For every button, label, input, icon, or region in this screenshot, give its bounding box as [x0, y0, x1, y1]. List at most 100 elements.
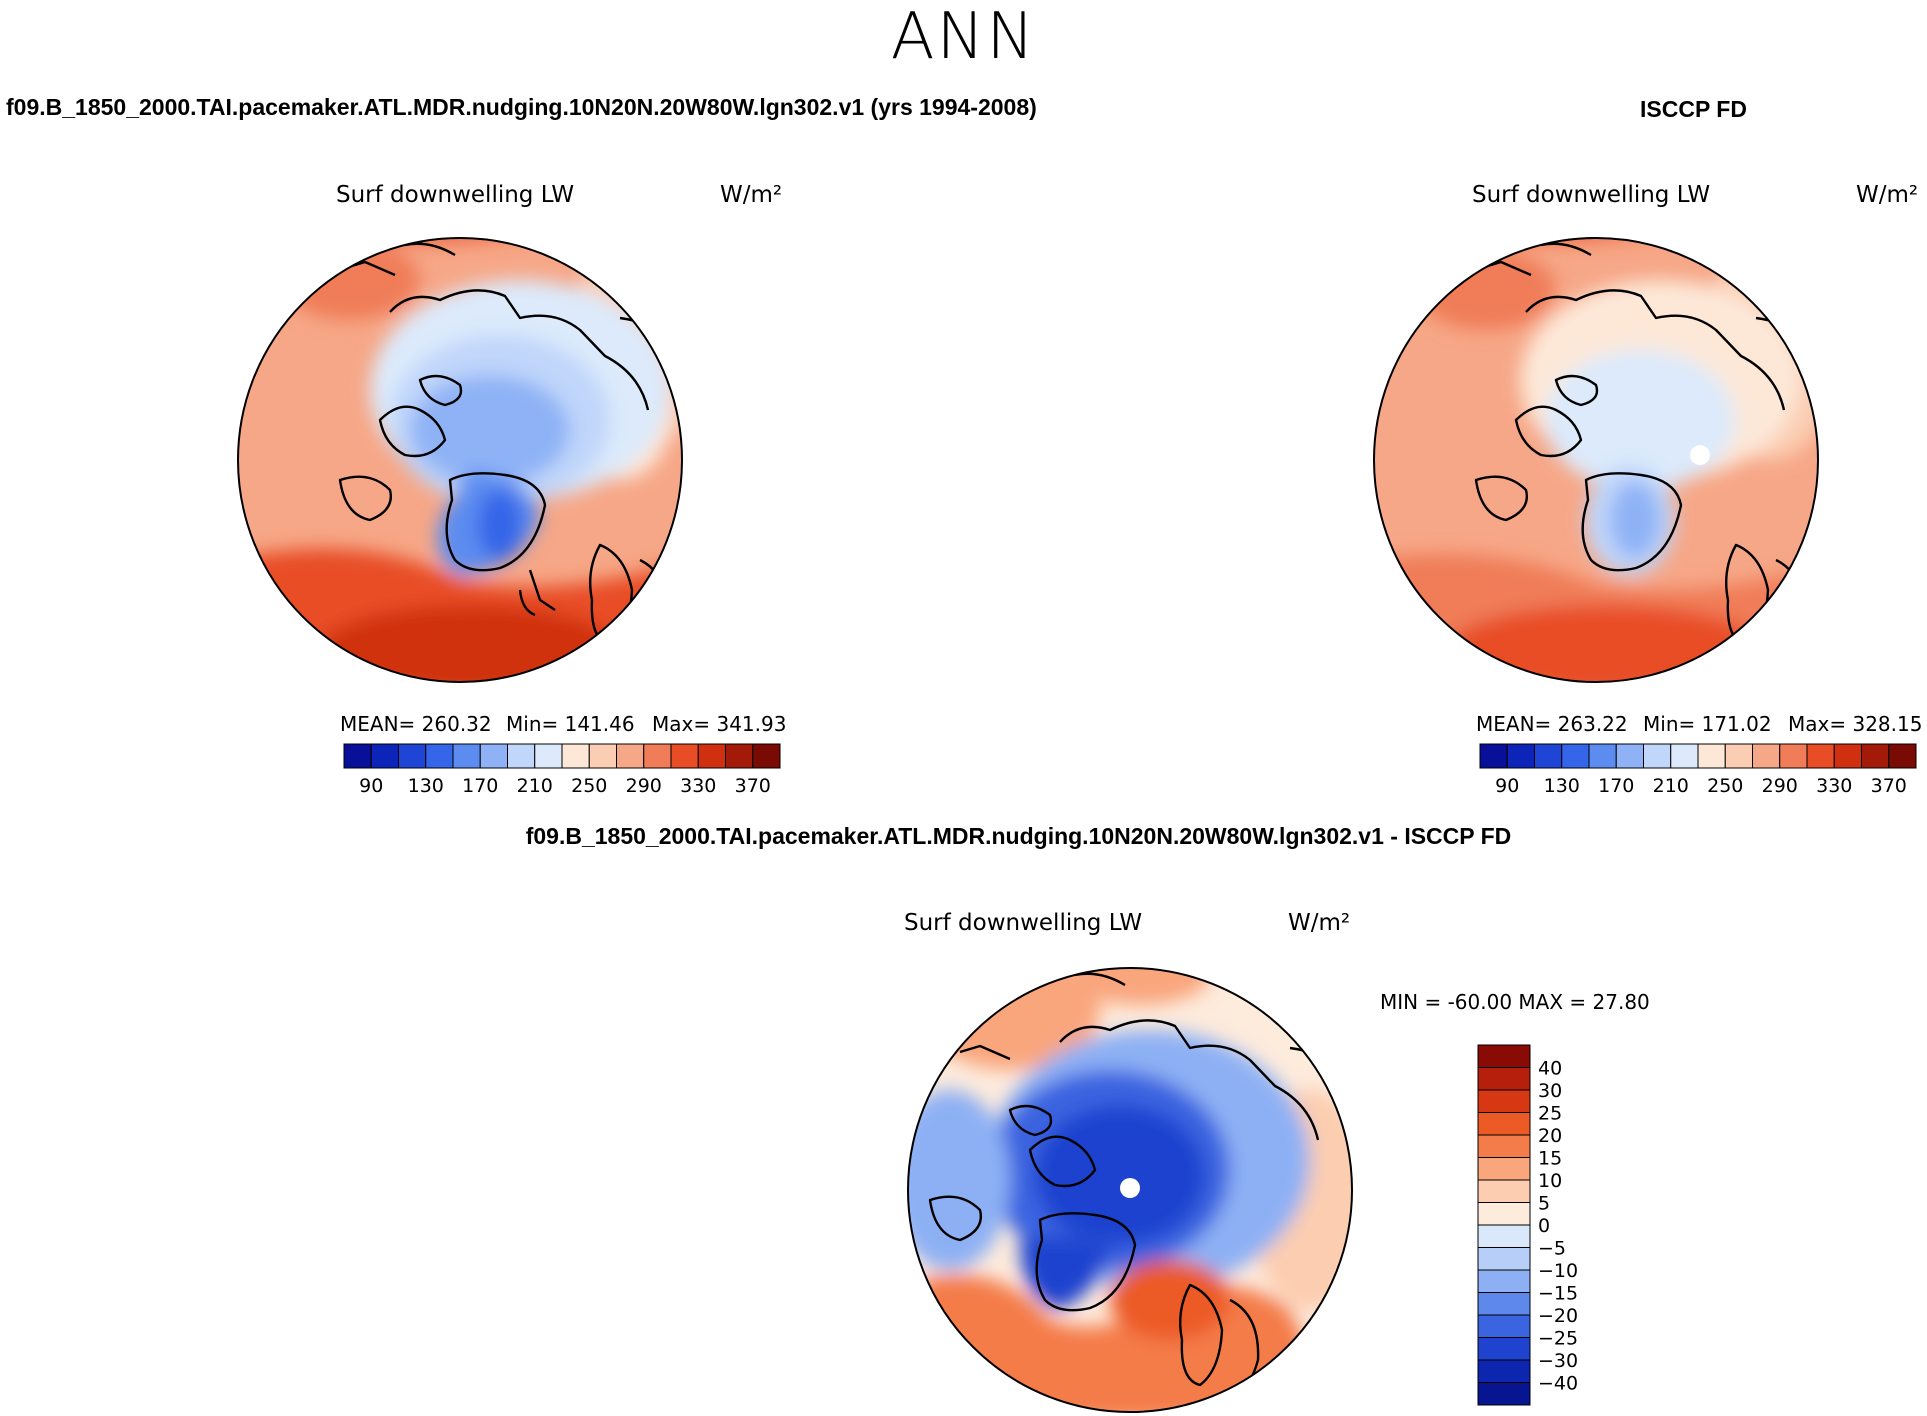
diff-colorbar-swatch — [1477, 1224, 1531, 1248]
model-colorbar-swatch — [697, 743, 726, 769]
diff-colorbar-tick-label: 30 — [1538, 1080, 1562, 1102]
obs-colorbar-tick-label: 290 — [1762, 775, 1798, 797]
model-colorbar-swatch — [561, 743, 590, 769]
diff-colorbar-tick-label: 0 — [1538, 1215, 1550, 1237]
model-max: Max= 341.93 — [652, 712, 787, 736]
obs-colorbar-swatch — [1888, 743, 1917, 769]
model-colorbar-swatch — [588, 743, 617, 769]
diff-colorbar-swatch — [1477, 1292, 1531, 1316]
model-colorbar-swatch — [398, 743, 427, 769]
diff-case-title: f09.B_1850_2000.TAI.pacemaker.ATL.MDR.nu… — [525, 823, 1512, 849]
diff-colorbar-swatch — [1477, 1202, 1531, 1226]
model-colorbar-swatch — [452, 743, 481, 769]
model-colorbar-swatch — [370, 743, 399, 769]
obs-colorbar-swatch — [1479, 743, 1508, 769]
model-colorbar-swatch — [616, 743, 645, 769]
model-mean: MEAN= 260.32 — [340, 712, 492, 736]
model-colorbar-swatch — [752, 743, 781, 769]
model-case-title: f09.B_1850_2000.TAI.pacemaker.ATL.MDR.nu… — [6, 94, 1037, 120]
obs-colorbar-tick-label: 370 — [1871, 775, 1907, 797]
diff-colorbar-swatch — [1477, 1134, 1531, 1158]
diff-colorbar-tick-label: −15 — [1538, 1283, 1578, 1305]
diff-colorbar-swatch — [1477, 1157, 1531, 1181]
obs-colorbar-swatch — [1861, 743, 1890, 769]
diff-variable-label: Surf downwelling LW — [904, 910, 1143, 936]
diff-colorbar-tick-label: 15 — [1538, 1148, 1562, 1170]
obs-case-title: ISCCP FD — [1640, 96, 1747, 122]
obs-colorbar-swatch — [1779, 743, 1808, 769]
model-colorbar-swatch — [343, 743, 372, 769]
model-map — [237, 237, 683, 683]
diff-colorbar-tick-label: −20 — [1538, 1305, 1578, 1327]
diff-colorbar-tick-label: −10 — [1538, 1260, 1578, 1282]
model-colorbar-tick-label: 370 — [735, 775, 771, 797]
diff-colorbar-tick-label: −5 — [1538, 1238, 1566, 1260]
diff-colorbar-tick-label: 5 — [1538, 1193, 1550, 1215]
model-colorbar-tick-label: 90 — [359, 775, 383, 797]
model-colorbar-swatch — [507, 743, 536, 769]
diff-colorbar-swatch — [1477, 1359, 1531, 1383]
model-colorbar-tick-label: 130 — [408, 775, 444, 797]
diff-colorbar-tick-label: −25 — [1538, 1328, 1578, 1350]
diff-colorbar-tick-label: 10 — [1538, 1170, 1562, 1192]
diff-colorbar-swatch — [1477, 1314, 1531, 1338]
obs-colorbar-swatch — [1534, 743, 1563, 769]
obs-colorbar-swatch — [1697, 743, 1726, 769]
model-colorbar-swatch — [479, 743, 508, 769]
diff-colorbar-swatch — [1477, 1247, 1531, 1271]
model-colorbar-tick-label: 330 — [680, 775, 716, 797]
diff-colorbar-swatch — [1477, 1179, 1531, 1203]
obs-colorbar-tick-label: 130 — [1544, 775, 1580, 797]
obs-colorbar-swatch — [1561, 743, 1590, 769]
obs-colorbar-tick-label: 210 — [1653, 775, 1689, 797]
obs-colorbar-swatch — [1506, 743, 1535, 769]
diff-colorbar-tick-label: 20 — [1538, 1125, 1562, 1147]
obs-units-label: W/m² — [1856, 182, 1919, 208]
model-colorbar-swatch — [425, 743, 454, 769]
diff-colorbar-swatch — [1477, 1067, 1531, 1091]
obs-max: Max= 328.15 — [1788, 712, 1923, 736]
diff-colorbar-tick-label: 40 — [1538, 1058, 1562, 1080]
obs-min: Min= 171.02 — [1643, 712, 1772, 736]
model-colorbar: 90 130 170 210 250 290 330 370 — [343, 743, 781, 797]
obs-colorbar: 90 130 170 210 250 290 330 370 — [1479, 743, 1917, 797]
diff-colorbar-swatch — [1477, 1337, 1531, 1361]
model-colorbar-tick-label: 250 — [571, 775, 607, 797]
model-colorbar-tick-label: 210 — [517, 775, 553, 797]
obs-colorbar-tick-label: 170 — [1598, 775, 1634, 797]
diff-colorbar-swatch — [1477, 1112, 1531, 1136]
obs-colorbar-swatch — [1806, 743, 1835, 769]
diff-range: MIN = -60.00 MAX = 27.80 — [1380, 990, 1650, 1014]
obs-colorbar-tick-label: 330 — [1816, 775, 1852, 797]
model-colorbar-tick-label: 170 — [462, 775, 498, 797]
obs-colorbar-swatch — [1643, 743, 1672, 769]
model-variable-label: Surf downwelling LW — [336, 182, 575, 208]
diff-colorbar-tick-label: 25 — [1538, 1103, 1562, 1125]
obs-mean: MEAN= 263.22 — [1476, 712, 1628, 736]
model-colorbar-tick-label: 290 — [626, 775, 662, 797]
obs-colorbar-swatch — [1588, 743, 1617, 769]
obs-colorbar-swatch — [1615, 743, 1644, 769]
diff-colorbar-swatch — [1477, 1382, 1531, 1406]
obs-colorbar-tick-label: 90 — [1495, 775, 1519, 797]
model-colorbar-swatch — [643, 743, 672, 769]
obs-colorbar-tick-label: 250 — [1707, 775, 1743, 797]
diff-map — [907, 967, 1353, 1413]
diff-colorbar-swatch — [1477, 1269, 1531, 1293]
obs-map — [1373, 237, 1819, 683]
diff-units-label: W/m² — [1288, 910, 1351, 936]
diff-colorbar-swatch — [1477, 1044, 1531, 1068]
model-colorbar-swatch — [725, 743, 754, 769]
diff-colorbar-swatch — [1477, 1089, 1531, 1113]
obs-colorbar-swatch — [1833, 743, 1862, 769]
diff-colorbar-tick-label: −30 — [1538, 1350, 1578, 1372]
figure-title: ANN — [890, 0, 1037, 74]
obs-colorbar-swatch — [1670, 743, 1699, 769]
model-units-label: W/m² — [720, 182, 783, 208]
model-colorbar-swatch — [670, 743, 699, 769]
obs-variable-label: Surf downwelling LW — [1472, 182, 1711, 208]
obs-colorbar-swatch — [1724, 743, 1753, 769]
model-colorbar-swatch — [534, 743, 563, 769]
